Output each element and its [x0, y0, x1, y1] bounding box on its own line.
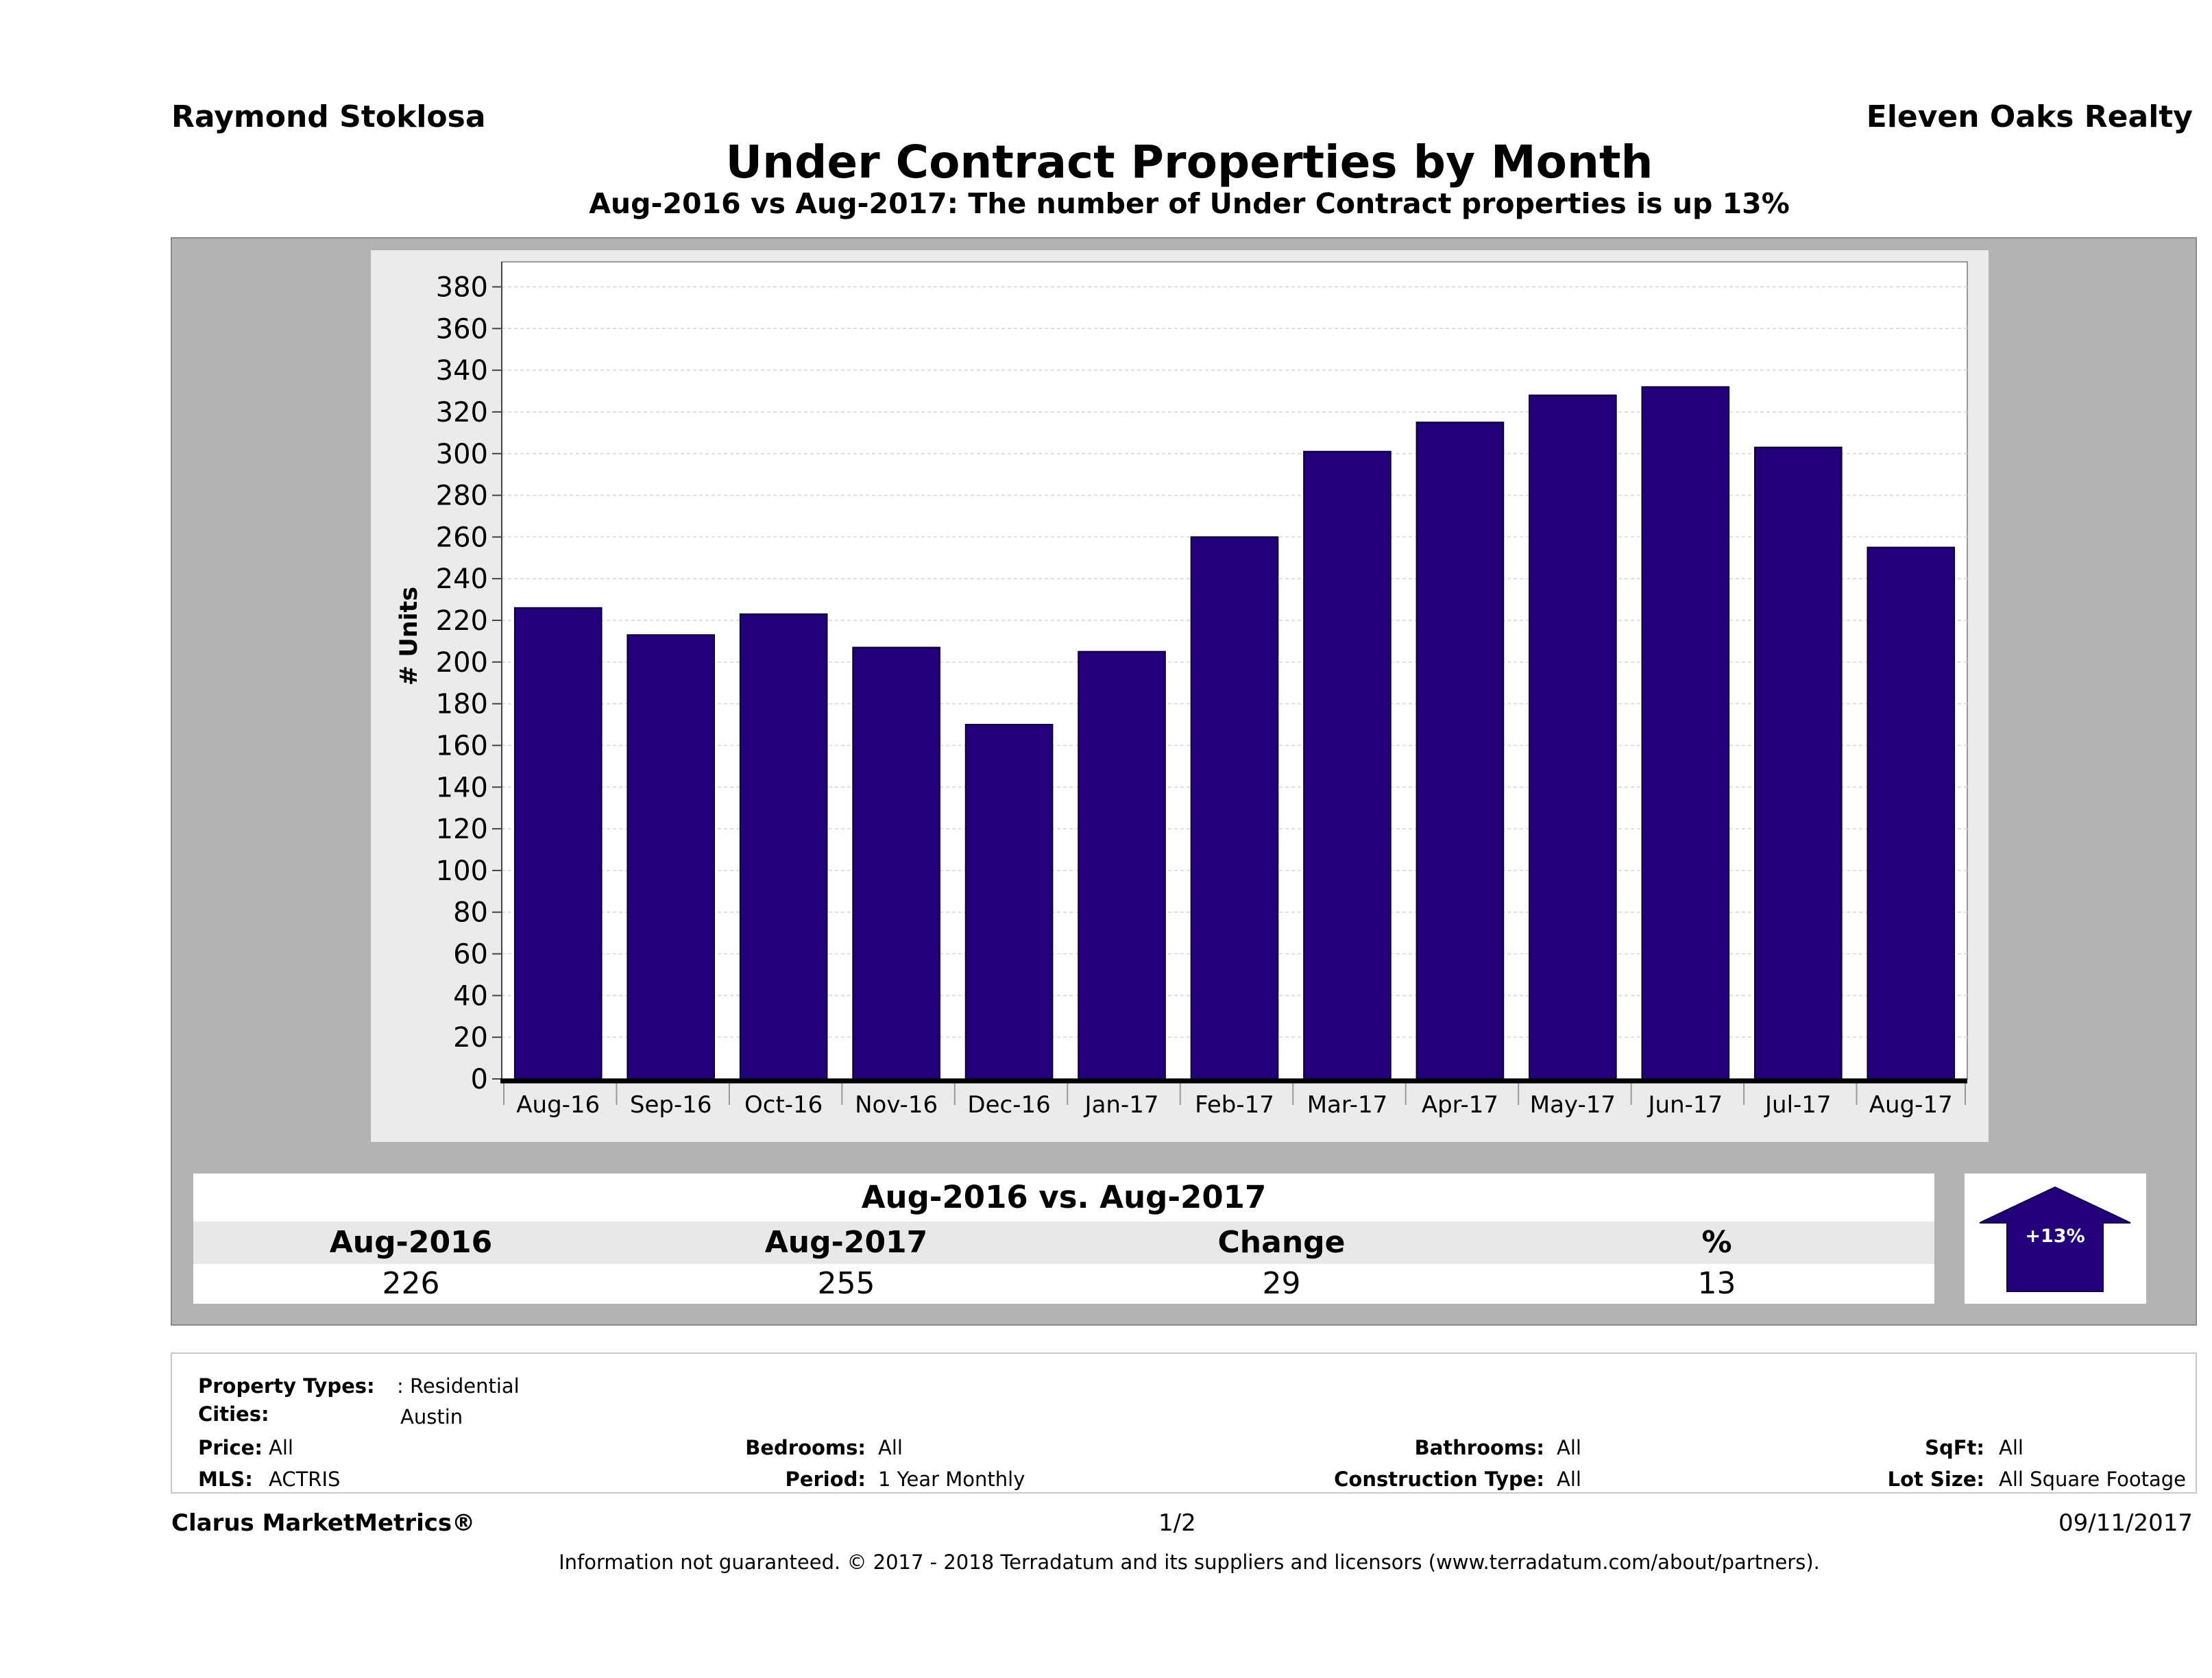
x-tick-label: Nov-16: [855, 1091, 938, 1119]
bathrooms-value: All: [1557, 1436, 1581, 1459]
chart-subtitle: Aug-2016 vs Aug-2017: The number of Unde…: [589, 187, 1790, 220]
y-tick-label: 60: [453, 939, 488, 971]
y-tick-label: 80: [453, 897, 488, 929]
y-tick-label: 40: [453, 980, 488, 1012]
summary-value-end: 255: [817, 1266, 875, 1301]
summary-header-row: Aug-2016 Aug-2017 Change %: [193, 1221, 1934, 1264]
y-tick-label: 0: [471, 1064, 488, 1095]
y-axis-label: # Units: [396, 587, 423, 685]
x-tick-label: Aug-16: [516, 1091, 600, 1119]
summary-value-row: 226 255 29 13: [193, 1264, 1934, 1304]
summary-heading: Aug-2016 vs. Aug-2017: [193, 1174, 1934, 1221]
property-types-value: : Residential: [397, 1374, 520, 1398]
bathrooms-label: Bathrooms:: [1414, 1436, 1544, 1459]
summary-header-start: Aug-2016: [329, 1225, 493, 1260]
bar: [627, 634, 716, 1080]
badge-label: +13%: [2025, 1226, 2085, 1247]
y-tick-label: 320: [436, 397, 488, 428]
summary-value-start: 226: [382, 1266, 440, 1301]
bar: [852, 646, 940, 1080]
bar: [513, 607, 603, 1080]
summary-value-percent: 13: [1697, 1266, 1736, 1301]
bedrooms-value: All: [878, 1436, 903, 1459]
x-tick-label: Feb-17: [1195, 1091, 1274, 1119]
bar: [1641, 386, 1730, 1080]
y-tick-label: 100: [436, 855, 488, 887]
x-tick-label: Jul-17: [1764, 1091, 1832, 1119]
y-tick-label: 340: [436, 355, 488, 387]
bar: [964, 724, 1054, 1080]
y-tick-label: 260: [436, 522, 488, 553]
y-tick-label: 380: [436, 271, 488, 303]
cities-label: Cities:: [198, 1402, 269, 1426]
bar: [1529, 394, 1617, 1080]
disclaimer: Information not guaranteed. © 2017 - 201…: [559, 1551, 1820, 1574]
change-badge: +13%: [1965, 1174, 2146, 1304]
x-tick-label: Sep-16: [630, 1091, 712, 1119]
construction-type-value: All: [1557, 1468, 1581, 1491]
y-tick-label: 180: [436, 689, 488, 720]
summary-header-end: Aug-2017: [764, 1225, 928, 1260]
company-name: Eleven Oaks Realty: [1866, 99, 2193, 134]
report-date: 09/11/2017: [2058, 1509, 2193, 1537]
y-tick-label: 160: [436, 730, 488, 762]
bar: [1867, 546, 1956, 1080]
bar: [1753, 446, 1843, 1080]
bedrooms-label: Bedrooms:: [745, 1436, 866, 1459]
y-tick-label: 220: [436, 605, 488, 637]
page-number: 1/2: [1158, 1509, 1196, 1537]
construction-type-label: Construction Type:: [1334, 1468, 1544, 1491]
x-tick-label: Jun-17: [1647, 1091, 1723, 1119]
chart-area: 0 20 40 60 80 100 120 140 160 180 200 220 240 260 280 3…: [371, 250, 1989, 1142]
up-arrow-icon: +13%: [1979, 1186, 2131, 1292]
property-types-label: Property Types:: [198, 1374, 375, 1398]
bar: [1190, 536, 1279, 1080]
brand-name: Clarus MarketMetrics®: [171, 1509, 476, 1537]
price-label: Price:: [198, 1436, 263, 1459]
y-tick-label: 300: [436, 439, 488, 470]
summary-value-change: 29: [1262, 1266, 1301, 1301]
chart-title: Under Contract Properties by Month: [725, 136, 1653, 189]
bar-chart: 0 20 40 60 80 100 120 140 160 180 200 220 240 260 280 3…: [396, 261, 1968, 1119]
lot-size-label: Lot Size:: [1887, 1468, 1984, 1491]
y-tick-label: 200: [436, 647, 488, 679]
summary-header-change: Change: [1217, 1225, 1346, 1260]
y-tick-label: 140: [436, 772, 488, 803]
y-tick-label: 360: [436, 313, 488, 345]
x-tick-label: Apr-17: [1422, 1091, 1498, 1119]
y-tick-label: 120: [436, 814, 488, 845]
bar: [1415, 422, 1505, 1080]
lot-size-value: All Square Footage: [1999, 1468, 2187, 1491]
agent-name: Raymond Stoklosa: [171, 99, 486, 134]
x-tick-label: Jan-17: [1084, 1091, 1159, 1119]
bar: [1078, 650, 1166, 1080]
x-tick-label: Oct-16: [744, 1091, 823, 1119]
x-tick-label: Mar-17: [1307, 1091, 1388, 1119]
sqft-label: SqFt:: [1925, 1436, 1984, 1459]
bar: [1303, 450, 1391, 1080]
mls-value: ACTRIS: [269, 1468, 341, 1491]
cities-value: Austin: [400, 1405, 463, 1428]
y-tick-label: 20: [453, 1022, 488, 1054]
y-tick-label: 240: [436, 563, 488, 595]
summary-header-percent: %: [1701, 1225, 1732, 1260]
period-label: Period:: [785, 1468, 866, 1491]
filter-panel: Property Types: : Residential Cities: Au…: [171, 1352, 2197, 1494]
y-tick-label: 280: [436, 481, 488, 512]
price-value: All: [269, 1436, 293, 1459]
x-tick-label: Dec-16: [967, 1091, 1050, 1119]
x-tick-label: May-17: [1530, 1091, 1616, 1119]
mls-label: MLS:: [198, 1468, 253, 1491]
sqft-value: All: [1999, 1436, 2023, 1459]
period-value: 1 Year Monthly: [878, 1468, 1025, 1491]
x-tick-label: Aug-17: [1869, 1091, 1953, 1119]
bar: [739, 613, 828, 1080]
